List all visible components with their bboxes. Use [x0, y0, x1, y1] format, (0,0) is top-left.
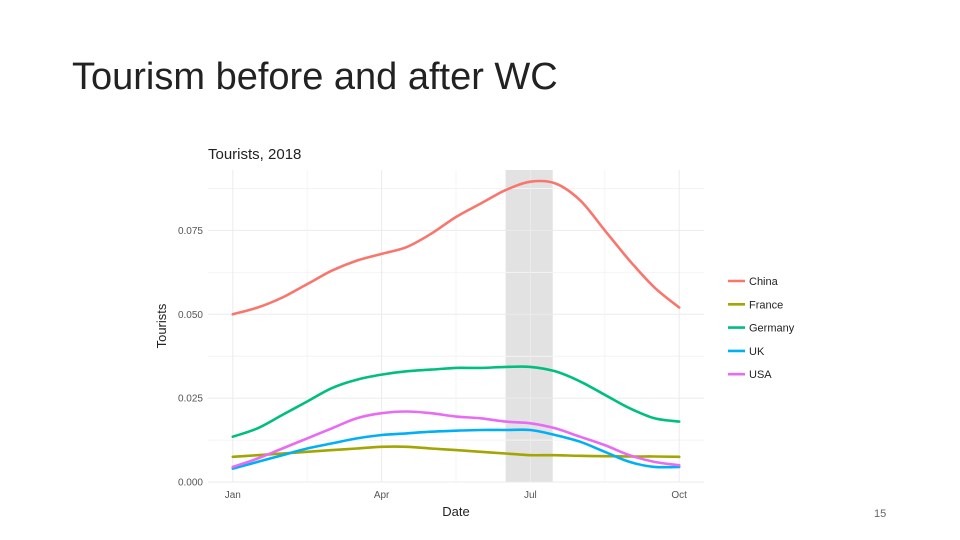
- highlight-band: [505, 170, 553, 482]
- series-layer: [231, 179, 681, 470]
- series-line-uk: [231, 428, 681, 470]
- x-tick-label: Apr: [374, 490, 390, 501]
- x-tick-label: Oct: [671, 490, 687, 501]
- x-axis-title: Date: [442, 504, 469, 519]
- legend: China France Germany UK USA: [728, 276, 795, 381]
- legend-label-usa: USA: [749, 369, 772, 381]
- x-tick-label: Jan: [225, 490, 241, 501]
- legend-label-germany: Germany: [749, 323, 795, 335]
- series-line-usa: [231, 410, 681, 469]
- legend-label-france: France: [749, 299, 783, 311]
- series-line-germany: [231, 365, 681, 438]
- legend-label-uk: UK: [749, 346, 765, 358]
- page-number: 15: [874, 508, 887, 520]
- y-axis-title: Tourists: [154, 303, 169, 348]
- legend-label-china: China: [749, 276, 779, 288]
- tick-layer: 0.000 0.025 0.050 0.075 Jan Apr Jul Oct: [178, 226, 687, 501]
- series-line-china: [231, 179, 681, 316]
- y-tick-label: 0.025: [178, 394, 203, 405]
- highlight-layer: [505, 170, 553, 482]
- y-tick-label: 0.000: [178, 478, 203, 489]
- y-tick-label: 0.050: [178, 310, 203, 321]
- x-tick-label: Jul: [524, 490, 537, 501]
- grid-layer: [208, 170, 704, 483]
- y-tick-label: 0.075: [178, 226, 203, 237]
- series-line-france: [231, 445, 681, 459]
- slide-title: Tourism before and after WC: [72, 56, 558, 98]
- chart-title: Tourists, 2018: [208, 146, 301, 163]
